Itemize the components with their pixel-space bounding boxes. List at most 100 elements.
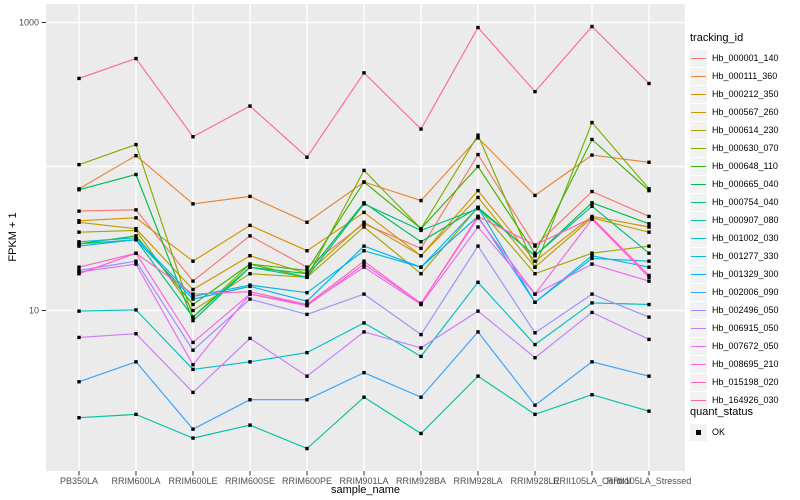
y-axis-title: FPKM + 1: [7, 212, 19, 262]
data-point: [248, 194, 252, 199]
data-point: [419, 272, 423, 276]
data-point: [533, 89, 537, 94]
data-point: [419, 346, 423, 350]
data-point: [248, 360, 252, 364]
data-point: [362, 210, 366, 215]
data-point: [134, 56, 138, 61]
data-point: [419, 265, 423, 269]
legend-item-label: Hb_000665_040: [712, 179, 779, 189]
data-point: [77, 244, 81, 248]
legend-key-swatch: [690, 373, 707, 391]
legend-key-swatch: [690, 85, 707, 103]
data-point: [419, 395, 423, 399]
data-point: [476, 214, 480, 219]
data-point: [590, 137, 594, 142]
data-point: [533, 356, 537, 360]
data-point: [590, 292, 594, 296]
data-point: [191, 348, 195, 352]
data-point: [590, 254, 594, 258]
legend-key-swatch: [690, 193, 707, 211]
x-tick-label: RRIM928LA: [453, 476, 502, 486]
data-point: [248, 223, 252, 228]
series-color-line-icon: [691, 291, 706, 293]
legend-item-label: Hb_000614_230: [712, 125, 779, 135]
data-point: [305, 249, 309, 253]
data-point: [77, 162, 81, 167]
data-point: [134, 412, 138, 417]
data-point: [590, 153, 594, 157]
data-point: [590, 262, 594, 266]
data-point: [134, 142, 138, 147]
legend-key-swatch: [690, 49, 707, 67]
data-point: [77, 188, 81, 192]
legend-key-swatch: [690, 103, 707, 121]
data-point: [533, 403, 537, 407]
data-point: [476, 188, 480, 193]
legend-item-Hb_001002_030: Hb_001002_030: [690, 229, 800, 247]
data-point: [191, 363, 195, 367]
data-point: [362, 395, 366, 399]
legend-key-swatch: [690, 265, 707, 283]
data-point: [305, 302, 309, 307]
data-point: [476, 309, 480, 313]
data-point: [590, 256, 594, 261]
data-point: [419, 127, 423, 131]
data-point: [647, 259, 651, 263]
legend-item-Hb_001329_300: Hb_001329_300: [690, 265, 800, 283]
data-point: [419, 354, 423, 359]
data-point: [248, 284, 252, 289]
legend-key-swatch: [690, 301, 707, 319]
data-point: [419, 431, 423, 436]
data-point: [647, 225, 651, 229]
data-point: [533, 342, 537, 347]
data-point: [476, 330, 480, 334]
legend-key-swatch: [690, 139, 707, 157]
data-point: [533, 300, 537, 305]
data-point: [419, 332, 423, 337]
data-point: [362, 265, 366, 269]
data-point: [647, 230, 651, 234]
data-point: [419, 226, 423, 231]
legend-item-Hb_164926_030: Hb_164926_030: [690, 391, 800, 409]
data-point: [419, 301, 423, 306]
x-tick-label: RRIM901LA: [339, 476, 388, 486]
x-tick-label: RRIM600PE: [282, 476, 332, 486]
data-point: [647, 374, 651, 378]
data-point: [533, 193, 537, 198]
data-point: [362, 330, 366, 334]
data-point: [590, 189, 594, 194]
data-point: [248, 272, 252, 276]
data-point: [305, 446, 309, 451]
x-axis-title: sample_name: [330, 484, 401, 496]
data-point: [362, 321, 366, 325]
series-color-line-icon: [691, 57, 706, 59]
legend-key-swatch: [690, 247, 707, 265]
y-tick-label: 1000: [19, 18, 39, 28]
data-point: [647, 275, 651, 280]
series-color-line-icon: [691, 381, 706, 383]
data-point: [590, 360, 594, 364]
x-tick-label: RRII105LA_Control: [553, 476, 631, 486]
legend-item-label: Hb_000212_350: [712, 89, 779, 99]
data-point: [362, 259, 366, 263]
data-point: [77, 242, 81, 246]
data-point: [362, 220, 366, 224]
legend-key-swatch: [690, 211, 707, 229]
data-point: [476, 244, 480, 248]
legend-item-label: Hb_001329_300: [712, 269, 779, 279]
data-point: [533, 251, 537, 255]
legend-item-label: Hb_001277_330: [712, 251, 779, 261]
data-point: [191, 287, 195, 292]
legend-item-label: Hb_000754_040: [712, 197, 779, 207]
legend-item-list: Hb_000001_140 Hb_000111_360 Hb_000212_350 H…: [690, 49, 800, 409]
data-point: [647, 265, 651, 269]
data-point: [647, 409, 651, 413]
data-point: [647, 214, 651, 219]
data-point: [77, 380, 81, 384]
black-square-icon: [696, 429, 701, 435]
data-point: [77, 265, 81, 269]
data-point: [305, 155, 309, 159]
legend-item-label: Hb_006915_050: [712, 323, 779, 333]
